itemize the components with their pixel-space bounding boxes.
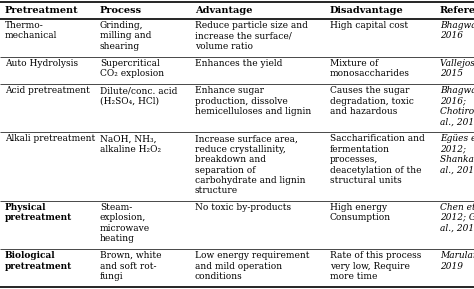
Text: Brown, white
and soft rot-
fungi: Brown, white and soft rot- fungi [100, 251, 162, 281]
Text: Pretreatment: Pretreatment [5, 6, 79, 15]
Text: Acid pretreatment: Acid pretreatment [5, 86, 90, 95]
Text: Advantage: Advantage [195, 6, 253, 15]
Text: Chen et al.,
2012; Gupta et
al., 2014: Chen et al., 2012; Gupta et al., 2014 [440, 203, 474, 233]
Text: Reduce particle size and
increase the surface/
volume ratio: Reduce particle size and increase the su… [195, 21, 308, 51]
Text: Vallejos et al.,
2015: Vallejos et al., 2015 [440, 59, 474, 78]
Text: Supercritical
CO₂ explosion: Supercritical CO₂ explosion [100, 59, 164, 78]
Text: Disadvantage: Disadvantage [330, 6, 404, 15]
Text: Auto Hydrolysis: Auto Hydrolysis [5, 59, 78, 68]
Text: Physical
pretreatment: Physical pretreatment [5, 203, 72, 223]
Text: Dilute/conc. acid
(H₂SO₄, HCl): Dilute/conc. acid (H₂SO₄, HCl) [100, 86, 177, 106]
Text: Biological
pretreatment: Biological pretreatment [5, 251, 72, 271]
Text: Thermo-
mechanical: Thermo- mechanical [5, 21, 57, 40]
Text: High capital cost: High capital cost [330, 21, 408, 30]
Text: Low energy requirement
and mild operation
conditions: Low energy requirement and mild operatio… [195, 251, 310, 281]
Text: Marulanda et al.,
2019: Marulanda et al., 2019 [440, 251, 474, 271]
Text: Bhagwat et al.,
2016: Bhagwat et al., 2016 [440, 21, 474, 40]
Text: No toxic by-products: No toxic by-products [195, 203, 291, 212]
Text: Reference: Reference [440, 6, 474, 15]
Text: Rate of this process
very low, Require
more time: Rate of this process very low, Require m… [330, 251, 421, 281]
Text: Enhances the yield: Enhances the yield [195, 59, 283, 68]
Text: Saccharification and
fermentation
processes,
deacetylation of the
structural uni: Saccharification and fermentation proces… [330, 134, 425, 185]
Text: Steam-
explosion,
microwave
heating: Steam- explosion, microwave heating [100, 203, 150, 243]
Text: Increase surface area,
reduce crystallinity,
breakdown and
separation of
carbohy: Increase surface area, reduce crystallin… [195, 134, 306, 195]
Text: High energy
Consumption: High energy Consumption [330, 203, 391, 223]
Text: Causes the sugar
degradation, toxic
and hazardous: Causes the sugar degradation, toxic and … [330, 86, 414, 116]
Text: Grinding,
milling and
shearing: Grinding, milling and shearing [100, 21, 151, 51]
Text: Enhance sugar
production, dissolve
hemicelluloses and lignin: Enhance sugar production, dissolve hemic… [195, 86, 311, 116]
Text: Bhagwat et al.,
2016;
Chotirotsukon et
al., 2019: Bhagwat et al., 2016; Chotirotsukon et a… [440, 86, 474, 127]
Text: NaOH, NH₃,
alkaline H₂O₂: NaOH, NH₃, alkaline H₂O₂ [100, 134, 161, 154]
Text: Alkali pretreatment: Alkali pretreatment [5, 134, 95, 143]
Text: Mixture of
monosaccharides: Mixture of monosaccharides [330, 59, 410, 78]
Text: Egües et al.,
2012;
Shankarappa et
al., 2015: Egües et al., 2012; Shankarappa et al., … [440, 134, 474, 175]
Text: Process: Process [100, 6, 142, 15]
